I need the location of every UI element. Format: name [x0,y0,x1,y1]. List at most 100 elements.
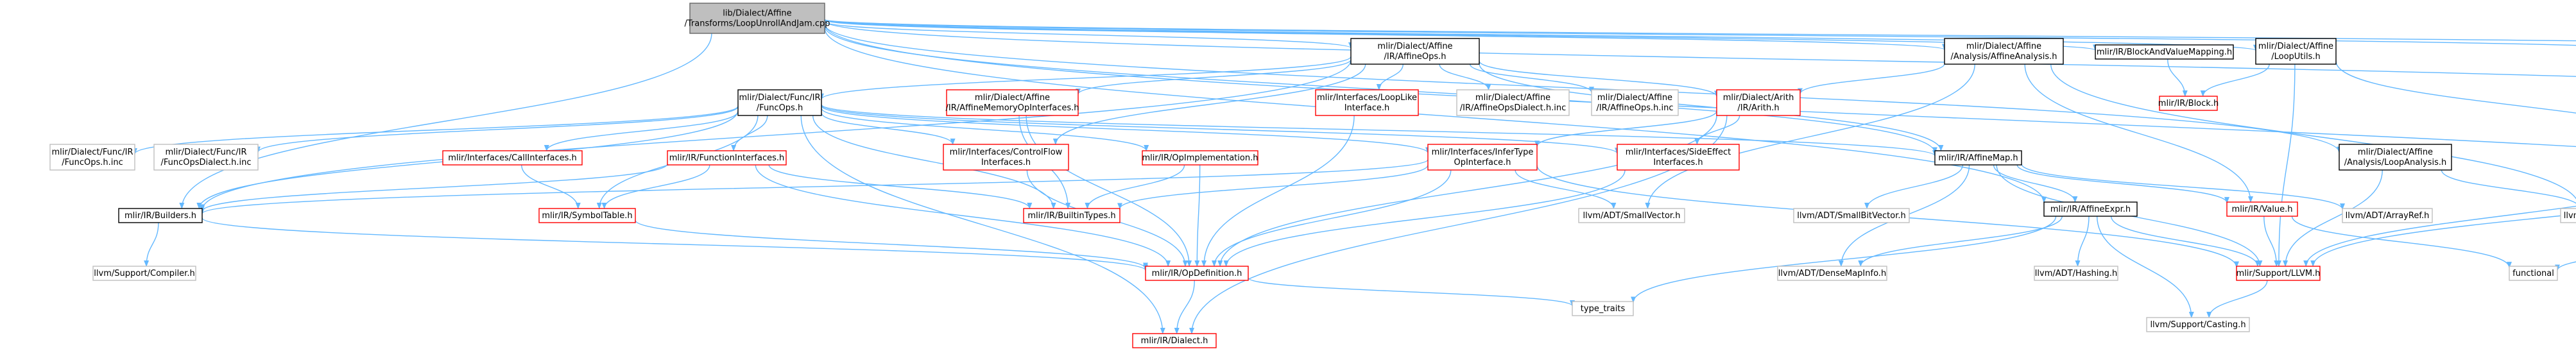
node-label: mlir/IR/Dialect.h [1141,336,1208,346]
node-block[interactable]: mlir/IR/Block.h [2158,96,2219,111]
node-funcif[interactable]: mlir/IR/FunctionInterfaces.h [667,150,787,166]
node-blockandvalue[interactable]: mlir/IR/BlockAndValueMapping.h [2095,44,2234,60]
node-callif[interactable]: mlir/Interfaces/CallInterfaces.h [442,150,583,166]
node-value[interactable]: mlir/IR/Value.h [2226,201,2298,217]
node-optional: llvm/ADT/Optional.h [2560,208,2576,223]
node-label: mlir/IR/BuiltinTypes.h [1027,211,1115,221]
node-funcops[interactable]: mlir/Dialect/Func/IR/FuncOps.h [737,89,822,116]
node-label: llvm/ADT/Optional.h [2564,211,2576,221]
node-functional: functional [2509,266,2558,281]
node-loopphils[interactable]: mlir/Dialect/Affine/LoopUtils.h [2255,38,2337,65]
edge-funcops-to-funcopsdialect [255,106,739,153]
edge-blockandvalue-to-block [2167,58,2188,97]
node-label: mlir/IR/Value.h [2232,205,2293,214]
node-label: /IR/AffineOps.h.inc [1596,103,1673,113]
edge-root-to-cmdline [824,19,2576,42]
edge-affineexpr-to-casting [2097,216,2194,318]
edge-funcops-to-funcif [731,115,768,151]
edge-arith-to-infertype [1534,110,1717,148]
edge-affineops-to-controlflow [1052,64,1366,145]
node-label: mlir/IR/Block.h [2158,99,2219,108]
node-arith[interactable]: mlir/Dialect/Arith/IR/Arith.h [1716,89,1801,116]
edge-funcif-to-opdef [755,164,1171,267]
edge-affineanalysis-to-value [2024,64,2253,203]
edge-infertype-to-smallvector [1515,169,1617,209]
node-box [1132,333,1217,348]
node-opimpl[interactable]: mlir/IR/OpImplementation.h [1142,150,1258,166]
node-box [2043,201,2138,217]
node-box [943,144,1069,171]
node-memopif[interactable]: mlir/Dialect/Affine/IR/AffineMemoryOpInt… [945,89,1079,116]
node-label: OpInterface.h [1454,158,1511,167]
node-box [92,266,196,281]
node-box [2095,44,2234,60]
edge-root-to-passesinc [824,20,2576,77]
node-box [1142,150,1258,166]
node-label: mlir/Interfaces/ControlFlow [950,148,1063,157]
edge-funcif-to-builtintypes [768,164,1033,209]
edge-root-to-passes [824,19,2576,46]
edge-affineexpr-to-typetraits [1631,216,2057,303]
edge-affineops-to-funcops [819,56,1352,100]
node-dialect[interactable]: mlir/IR/Dialect.h [1132,333,1217,348]
node-label: llvm/ADT/DenseMapInfo.h [1778,269,1886,278]
node-affinemap[interactable]: mlir/IR/AffineMap.h [1934,150,2022,166]
edge-affineops-to-arith [1479,60,1719,98]
edge-affinemap-to-arrayref [2021,164,2345,210]
node-label: mlir/IR/SymbolTable.h [542,211,632,221]
node-box [2255,38,2337,65]
node-hashing: llvm/ADT/Hashing.h [2034,266,2118,281]
node-label: mlir/Interfaces/LoopLike [1317,93,1417,103]
node-label: mlir/Dialect/Affine [1966,42,2041,51]
node-funcopsinc: mlir/Dialect/Func/IR/FuncOps.h.inc [49,144,135,171]
edge-root-to-affineexpr [824,28,2047,203]
edge-value-to-functional [2291,216,2512,269]
node-label: /IR/AffineOpsDialect.h.inc [1460,103,1567,113]
node-builders[interactable]: mlir/IR/Builders.h [118,208,203,223]
node-affineanalysis[interactable]: mlir/Dialect/Affine/Analysis/AffineAnaly… [1944,38,2064,65]
node-opdef[interactable]: mlir/IR/OpDefinition.h [1145,266,1249,281]
edge-logicalresult-to-llvmh [2303,205,2576,267]
edge-sideeffect-to-opdef [1223,169,1626,267]
node-box [1315,89,1419,116]
node-label: lib/Dialect/Affine [723,9,791,19]
edge-affineexpr-to-densemapinfo [1858,216,2063,267]
node-symboltable[interactable]: mlir/IR/SymbolTable.h [538,208,636,223]
node-box [1617,144,1740,171]
node-box [2034,266,2118,281]
node-box [2226,201,2298,217]
edge-affineops-to-affinemap [1479,63,1944,151]
node-looppanalysis[interactable]: mlir/Dialect/Affine/Analysis/LoopAnalysi… [2339,144,2452,171]
node-funcopsdialect: mlir/Dialect/Func/IR/FuncOpsDialect.h.in… [153,144,259,171]
edge-affineanalysis-to-optional [2050,64,2576,200]
node-affineops[interactable]: mlir/Dialect/Affine/IR/AffineOps.h [1350,38,1480,65]
node-box [1793,208,1910,223]
node-label: functional [2512,269,2554,278]
edge-loopphils-to-block [2200,64,2270,97]
nodes-layer: lib/Dialect/Affine/Transforms/LoopUnroll… [49,3,2576,348]
node-label: mlir/Dialect/Affine [1475,93,1550,103]
node-box [1456,89,1570,116]
edge-arith-to-sideeffect [1694,115,1740,145]
edge-looppanalysis-to-optional [2441,169,2576,204]
node-builtintypes[interactable]: mlir/IR/BuiltinTypes.h [1023,208,1121,223]
edge-symboltable-to-opdef [635,219,1148,269]
node-label: llvm/ADT/Hashing.h [2035,269,2117,278]
node-label: mlir/Dialect/Arith [1723,93,1794,103]
node-affineexpr[interactable]: mlir/IR/AffineExpr.h [2043,201,2138,217]
edge-opdef-to-dialect [1174,280,1195,334]
node-llvmh[interactable]: mlir/Support/LLVM.h [2236,266,2321,281]
node-box [2159,96,2218,111]
node-label: Interfaces.h [981,158,1031,167]
node-root[interactable]: lib/Dialect/Affine/Transforms/LoopUnroll… [685,3,830,34]
node-box [1591,89,1679,116]
node-box [1023,208,1121,223]
node-label: /IR/AffineMemoryOpInterfaces.h [945,103,1079,113]
node-casting: llvm/Support/Casting.h [2146,317,2250,332]
edge-affineexpr-to-llvmh [2111,216,2260,267]
